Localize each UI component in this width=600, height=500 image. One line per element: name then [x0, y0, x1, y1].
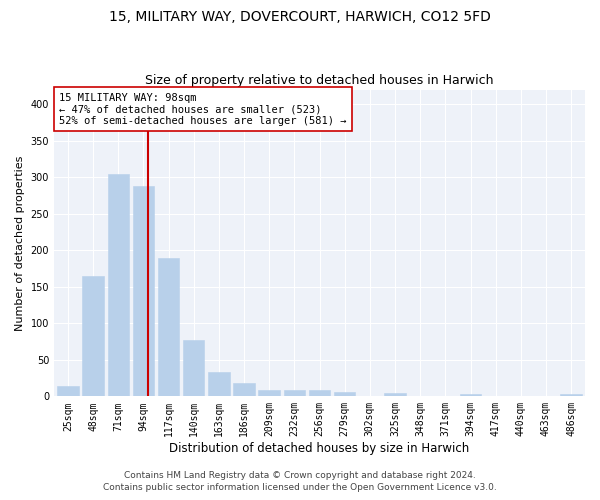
Bar [183, 340, 205, 396]
Bar [334, 392, 355, 396]
Bar [284, 390, 305, 396]
Text: 15, MILITARY WAY, DOVERCOURT, HARWICH, CO12 5FD: 15, MILITARY WAY, DOVERCOURT, HARWICH, C… [109, 10, 491, 24]
Bar [560, 394, 582, 396]
Bar [107, 174, 129, 396]
Y-axis label: Number of detached properties: Number of detached properties [15, 156, 25, 330]
Bar [158, 258, 179, 396]
Bar [208, 372, 230, 396]
Text: 15 MILITARY WAY: 98sqm
← 47% of detached houses are smaller (523)
52% of semi-de: 15 MILITARY WAY: 98sqm ← 47% of detached… [59, 92, 347, 126]
Bar [133, 186, 154, 396]
Bar [57, 386, 79, 396]
Bar [460, 394, 481, 396]
Bar [82, 276, 104, 396]
Title: Size of property relative to detached houses in Harwich: Size of property relative to detached ho… [145, 74, 494, 87]
Bar [259, 390, 280, 396]
X-axis label: Distribution of detached houses by size in Harwich: Distribution of detached houses by size … [169, 442, 470, 455]
Bar [385, 392, 406, 396]
Text: Contains HM Land Registry data © Crown copyright and database right 2024.
Contai: Contains HM Land Registry data © Crown c… [103, 471, 497, 492]
Bar [309, 390, 330, 396]
Bar [233, 383, 255, 396]
